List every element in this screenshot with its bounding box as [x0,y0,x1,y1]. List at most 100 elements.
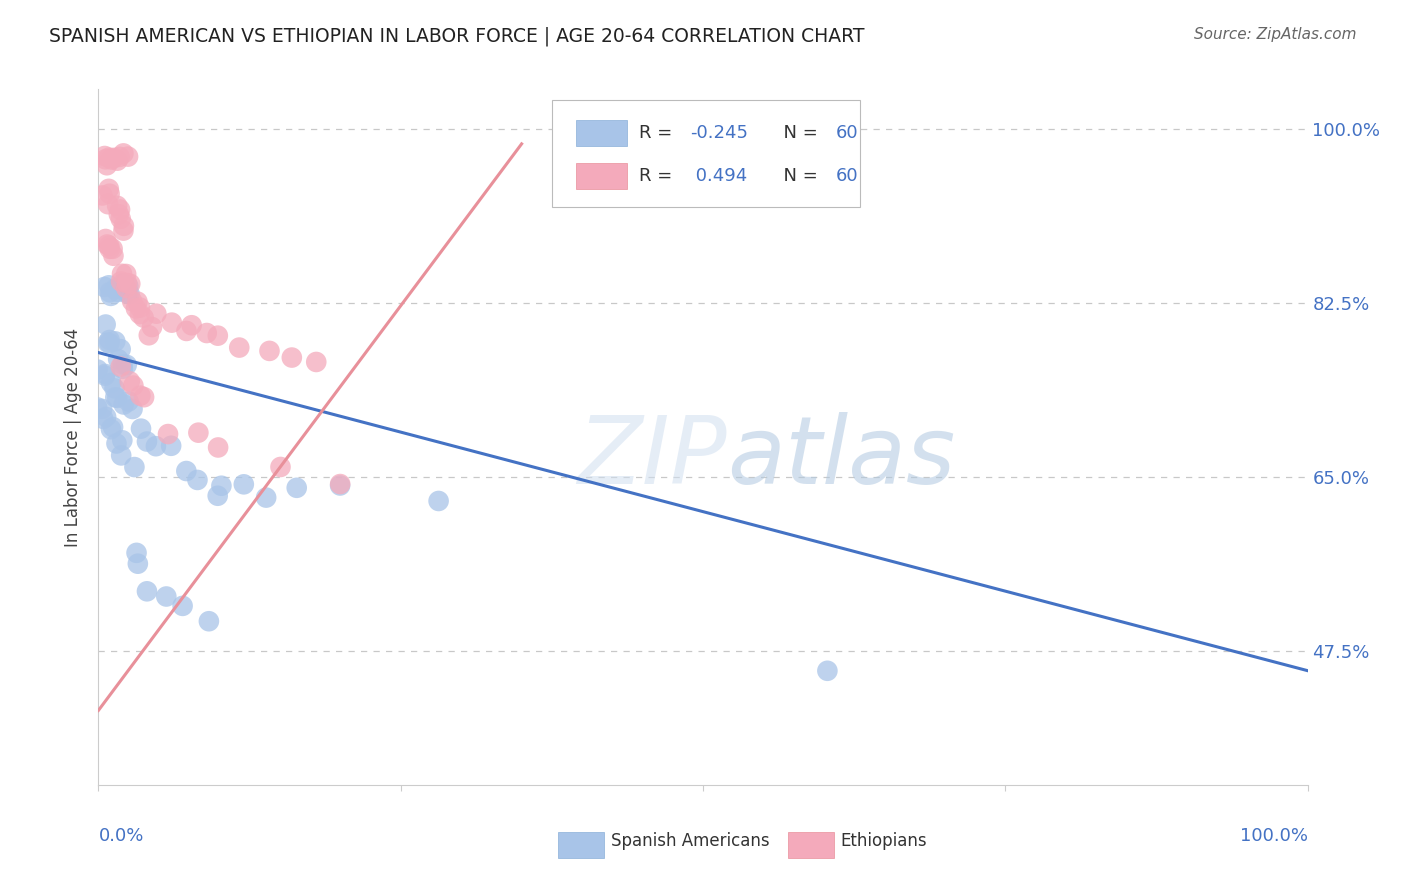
Text: 0.0%: 0.0% [98,827,143,845]
Point [118,287,141,301]
Point [94,368,117,383]
Point [110,275,132,289]
Point [160,316,183,330]
Point [209,479,232,493]
Point [127,294,149,309]
Point [111,361,134,376]
Point [141,320,163,334]
Point [98,242,121,256]
Point [110,342,132,356]
Point [98,239,121,253]
Point [117,394,139,409]
Point [93,149,115,163]
Point [107,352,129,367]
Point [94,318,117,332]
Point [121,294,143,309]
Point [101,242,124,256]
Point [98,151,121,165]
Text: N =: N = [772,124,824,142]
Point [100,289,122,303]
Point [117,286,139,301]
Point [115,358,138,372]
Point [117,150,139,164]
Point [105,391,128,405]
Point [98,186,121,201]
Text: 60: 60 [837,124,859,142]
Text: Spanish Americans: Spanish Americans [612,831,769,849]
Point [125,301,148,316]
Text: SPANISH AMERICAN VS ETHIOPIAN IN LABOR FORCE | AGE 20-64 CORRELATION CHART: SPANISH AMERICAN VS ETHIOPIAN IN LABOR F… [49,27,865,46]
Point [207,441,229,455]
Point [172,599,194,613]
Point [112,146,135,161]
Text: atlas: atlas [727,412,956,503]
Point [176,324,198,338]
Text: 100.0%: 100.0% [1240,827,1308,845]
Point [207,489,229,503]
Point [176,464,198,478]
Point [94,153,117,167]
Point [427,494,450,508]
Point [103,249,125,263]
Point [98,333,121,347]
Point [107,285,129,299]
Point [118,375,141,389]
Point [91,188,114,202]
Point [111,357,134,371]
Point [91,401,114,416]
Point [101,420,124,434]
Point [124,460,146,475]
Text: R =: R = [638,124,678,142]
Point [128,307,150,321]
Point [160,439,183,453]
Text: Source: ZipAtlas.com: Source: ZipAtlas.com [1194,27,1357,42]
Point [100,422,122,436]
Point [103,151,125,165]
Point [129,301,152,315]
Text: 0.494: 0.494 [690,167,747,186]
Point [97,182,120,196]
Point [138,328,160,343]
Point [232,477,254,491]
Point [105,199,128,213]
Point [111,277,134,291]
Point [107,153,129,168]
Point [97,197,120,211]
Point [111,434,134,448]
Point [157,427,180,442]
Point [122,378,145,392]
Point [98,285,121,300]
Point [285,481,308,495]
Y-axis label: In Labor Force | Age 20-64: In Labor Force | Age 20-64 [65,327,83,547]
Point [207,328,229,343]
Point [129,422,152,436]
Point [94,409,117,424]
Point [180,318,202,333]
Point [98,336,121,351]
Point [108,150,131,164]
Point [228,341,250,355]
FancyBboxPatch shape [558,831,603,858]
Point [110,449,132,463]
Point [100,376,122,390]
Point [94,232,117,246]
Point [329,477,352,491]
FancyBboxPatch shape [576,120,627,146]
Text: N =: N = [772,167,824,186]
Point [108,202,131,217]
Point [100,153,122,167]
Point [112,397,135,411]
Point [259,343,281,358]
Point [94,367,117,381]
Point [115,281,138,295]
Point [145,439,167,453]
Point [112,224,135,238]
Point [108,207,131,221]
Point [129,389,152,403]
Point [117,279,139,293]
Point [97,335,120,350]
Point [96,237,118,252]
Point [120,277,142,291]
Point [86,401,108,415]
Text: -0.245: -0.245 [690,124,748,142]
